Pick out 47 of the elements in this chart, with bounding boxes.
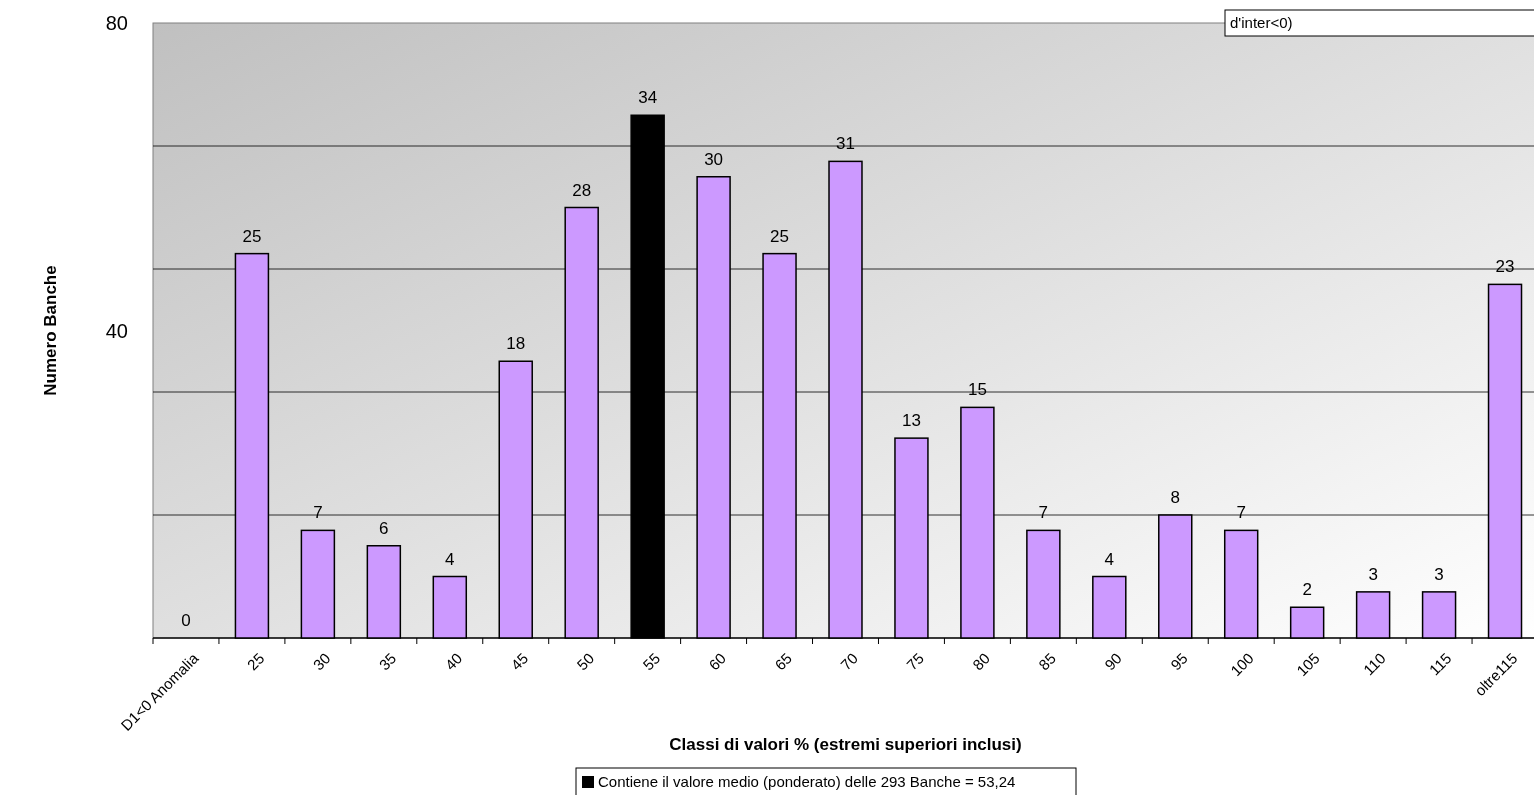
- x-tick-label: 70: [837, 649, 862, 674]
- data-label: 3: [1368, 564, 1378, 584]
- data-label: 8: [1170, 488, 1180, 507]
- x-tick-label: 105: [1292, 649, 1323, 680]
- y2-tick-label: 80: [105, 12, 128, 34]
- x-tick-label: 40: [441, 649, 466, 674]
- data-label: 0: [181, 611, 191, 630]
- data-label: 13: [901, 411, 921, 431]
- data-label: 4: [1104, 549, 1115, 569]
- x-tick-label: 25: [243, 649, 268, 674]
- data-label: 28: [572, 180, 592, 200]
- data-label: 7: [1236, 503, 1246, 523]
- y2-tick-label: 40: [105, 319, 128, 342]
- x-tick-label: 110: [1359, 649, 1389, 679]
- x-tick-label: 85: [1035, 649, 1059, 674]
- x-tick-label: 60: [705, 649, 730, 674]
- x-tick-label: 50: [573, 649, 598, 674]
- data-label: 3: [1434, 564, 1444, 584]
- data-label: 31: [836, 134, 855, 154]
- x-tick-label: 65: [771, 649, 796, 674]
- x-tick-label: 35: [375, 649, 400, 674]
- x-tick-label: 115: [1425, 649, 1455, 679]
- x-tick-label: 30: [309, 649, 334, 674]
- x-tick-label: 95: [1166, 649, 1191, 674]
- x-tick-label: 90: [1101, 649, 1125, 674]
- data-label: 18: [506, 334, 526, 354]
- note-box: d'inter<0): [1224, 9, 1534, 37]
- data-label: 7: [1038, 503, 1049, 523]
- data-label: 34: [638, 88, 658, 108]
- data-label: 23: [1495, 257, 1515, 277]
- data-label: 2: [1302, 580, 1312, 600]
- x-tick-label: 80: [969, 649, 993, 674]
- x-tick-label: 75: [903, 649, 927, 674]
- data-label: 25: [242, 226, 262, 246]
- annotation: d'inter<0): [1230, 14, 1293, 32]
- x-tick-label: 55: [639, 649, 664, 674]
- x-tick-label: 100: [1227, 649, 1257, 680]
- x-tick-label: 45: [507, 649, 532, 674]
- y-axis-title: Numero Banche: [41, 265, 60, 396]
- data-label: 30: [704, 149, 724, 169]
- data-label: 4: [445, 549, 455, 569]
- data-label: 15: [967, 380, 987, 400]
- legend-label: Contiene il valore medio (ponderato) delle 293 Banche = 53,24: [598, 773, 1016, 791]
- data-label: 25: [770, 226, 790, 246]
- x-axis-title: Classi di valori % (estremi superiori inclusi): [669, 735, 1022, 754]
- data-label: 6: [379, 518, 389, 538]
- data-label: 7: [313, 503, 323, 523]
